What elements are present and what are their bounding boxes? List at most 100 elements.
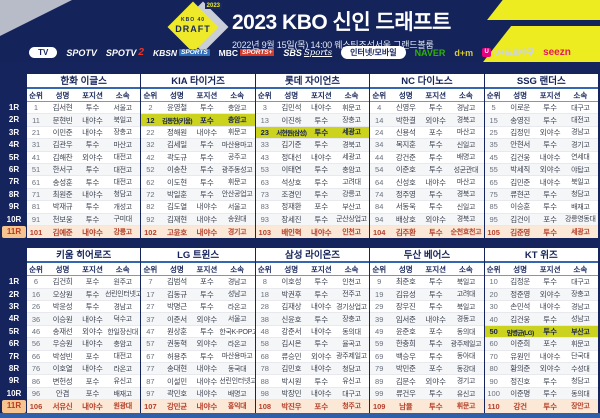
draft-pick-row: 18 박권후 투수 전주고 <box>255 288 370 302</box>
cell-school: 동의대 <box>571 390 590 398</box>
cell-school: 청담고 <box>342 365 361 373</box>
cell-pick-number: 20 <box>489 289 498 299</box>
cell-position: 투수 <box>428 277 443 287</box>
cell-position: 투수 <box>428 152 443 162</box>
draft-pick-row: 93 장세진 투수 군산상업고 <box>255 213 370 226</box>
channel-label: d+m <box>454 47 474 58</box>
logo-year-badge: 2023 <box>204 3 222 9</box>
cell-position: 내야수 <box>82 189 103 199</box>
cell-player-name: 김재현 <box>167 214 187 224</box>
cell-school: 북일고 <box>571 179 590 187</box>
cell-school: 북일고 <box>456 278 476 286</box>
draft-pick-row: 37 이준서 외야수 서울고 <box>141 313 255 326</box>
team-name: KT 위즈 <box>484 248 599 264</box>
column-header: 소속 <box>573 90 588 100</box>
draft-pick-row: 76 이호열 내야수 라온고 <box>27 363 141 376</box>
cell-school: 세광고 <box>342 129 361 137</box>
cell-school: 율곡고 <box>342 340 361 348</box>
channel-logo-uplus: U U+프로야구 <box>482 47 534 58</box>
cell-player-name: 박세직 <box>510 165 531 175</box>
channel-sublabel: SPORTS <box>179 49 210 56</box>
cell-pick-number: 7 <box>148 277 153 287</box>
cell-position: 포수 <box>314 401 329 411</box>
cell-position: 포수 <box>85 351 100 361</box>
cell-position: 포수 <box>85 389 100 398</box>
team-name: 한화 이글스 <box>27 74 141 89</box>
header: KBO 40 DRAFT 2023 2023 KBO 신인 드래프트 2022년… <box>0 0 600 62</box>
draft-pick-row: 48 강준서 내야수 동의대 <box>255 326 370 339</box>
cell-school: 서울고 <box>113 104 132 112</box>
cell-school: 경동고 <box>456 316 476 324</box>
cell-school: 한일장신대 <box>107 328 139 336</box>
cell-position: 포수 <box>85 277 100 287</box>
cell-player-name: 박재규 <box>52 202 73 212</box>
cell-position: 투수 <box>314 289 329 299</box>
cell-pick-number: 81 <box>31 202 41 212</box>
cell-player-name: 곽도규 <box>167 152 187 162</box>
team-name: 롯데 자이언츠 <box>255 74 370 89</box>
cell-school: 세광고 <box>571 229 590 237</box>
cell-player-name: 변헌성 <box>52 376 73 386</box>
cell-school: 마산고 <box>456 129 476 137</box>
cell-position: 투수 <box>428 389 443 398</box>
cell-pick-number: 5 <box>491 103 496 113</box>
cell-player-name: 이태연 <box>281 165 302 175</box>
cell-school: 인천고 <box>342 278 361 286</box>
page-subtitle: 2022년 9월 15일(목) 14:00 웨스틴조선서울 그랜드볼룸 <box>232 40 434 50</box>
cell-position: 내야수 <box>82 339 103 349</box>
cell-position: 투수 <box>314 214 329 224</box>
cell-player-name: 윤영철 <box>167 103 187 113</box>
cell-player-name: 김관우 <box>52 140 73 150</box>
draft-pick-row: 54 이준호 투수 성균관대 <box>370 163 484 177</box>
column-header: 소속 <box>459 264 473 274</box>
draft-pick-row: 89 김문수 외야수 경기고 <box>370 375 484 388</box>
cell-position: 포수 <box>200 115 214 125</box>
cell-pick-number: 88 <box>260 376 269 386</box>
team-name: SSG 랜더스 <box>484 74 599 89</box>
team-name: LG 트윈스 <box>141 248 255 264</box>
cell-school: 동아대 <box>456 353 476 361</box>
cell-school: 북일고 <box>456 303 476 311</box>
cell-position: 투수 <box>85 289 100 299</box>
draft-pick-row: 43 정대선 내야수 세광고 <box>255 152 370 164</box>
draft-pick-row: 92 김재현 내야수 송원대 <box>141 213 255 226</box>
cell-school: 강릉고 <box>342 191 361 199</box>
draft-pick-row: 31 김관우 투수 마산고 <box>27 139 141 152</box>
cell-school: 장충고 <box>113 129 132 137</box>
round-label: 4R <box>8 314 20 324</box>
cell-school: 청담고 <box>113 191 132 199</box>
cell-school: 고려대 <box>456 291 476 299</box>
cell-pick-number: 108 <box>258 401 272 411</box>
cell-position: 포수 <box>85 376 100 386</box>
cell-pick-number: 4 <box>377 103 382 113</box>
draft-pick-row: 59 한충희 투수 광주제일고 <box>370 338 484 351</box>
cell-school: 개성고 <box>113 203 132 211</box>
cell-player-name: 김민호 <box>281 364 302 374</box>
cell-pick-number: 92 <box>146 214 155 224</box>
cell-player-name: 임병균(LG) <box>506 329 535 337</box>
column-header: 소속 <box>115 264 130 274</box>
cell-pick-number: 75 <box>489 189 498 199</box>
draft-pick-row: 106 서유신 내야수 원광대 <box>27 400 141 413</box>
draft-pick-row: 55 박세직 외야수 야탑고 <box>484 163 599 177</box>
cell-pick-number: 59 <box>375 339 384 349</box>
cell-position: 투수 <box>85 214 100 224</box>
column-header: 성명 <box>398 264 413 274</box>
draft-pick-row: 45 김건웅 내야수 연세대 <box>484 152 599 164</box>
cell-school: 구미대 <box>113 216 132 224</box>
cell-player-name: 천보웅 <box>52 214 73 224</box>
cell-player-name: 강민균 <box>167 401 187 411</box>
cell-pick-number: 100 <box>487 389 500 398</box>
team-table: LG 트윈스 순위 성명 포지션 소속 7 김범석 포수 경남고 17 김동규 투수 성남고 27 박명근 투… <box>141 248 258 413</box>
cell-school: 경북고 <box>342 141 361 149</box>
cell-player-name: 배상호 <box>395 214 416 224</box>
cell-pick-number: 96 <box>31 389 41 398</box>
cell-pick-number: 58 <box>260 339 269 349</box>
column-headers: 순위 성명 포지션 소속 <box>255 263 370 277</box>
cell-player-name: 이승훈 <box>510 202 531 212</box>
cell-position: 내야수 <box>82 364 103 374</box>
cell-player-name: 김동규 <box>167 289 187 299</box>
cell-position: 내야수 <box>539 177 561 187</box>
cell-position: 외야수 <box>310 351 332 361</box>
